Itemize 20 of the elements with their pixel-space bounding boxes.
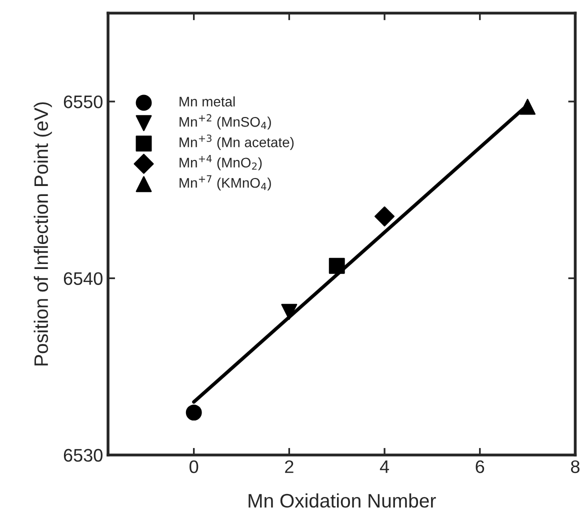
y-tick-label: 6540 bbox=[64, 272, 102, 285]
x-tick-label: 6 bbox=[476, 460, 484, 474]
y-tick-label: 6530 bbox=[64, 448, 102, 462]
x-tick-label: 4 bbox=[380, 460, 390, 473]
legend-label: Mn$^{+3}$ (Mn acetate) bbox=[180, 134, 294, 150]
y-axis-title: Position of Inflection Point (eV) bbox=[34, 102, 52, 366]
y-tick-label: 6550 bbox=[64, 95, 102, 108]
x-tick-label: 8 bbox=[571, 460, 580, 474]
point bbox=[328, 258, 345, 274]
legend-label: Mn$^{+4}$ (MnO$_{2}$) bbox=[180, 154, 262, 170]
point bbox=[374, 206, 395, 226]
point bbox=[520, 98, 536, 115]
legend-label: Mn$^{+2}$ (MnSO$_{4}$) bbox=[180, 114, 271, 130]
point bbox=[281, 304, 298, 320]
x-axis-title: Mn Oxidation Number bbox=[248, 493, 436, 508]
legend-label: Mn metal bbox=[180, 96, 235, 107]
x-tick-label: 0 bbox=[190, 460, 198, 474]
legend-label: Mn$^{+7}$ (KMnO$_{4}$) bbox=[180, 175, 271, 191]
point bbox=[186, 404, 202, 421]
x-tick-label: 2 bbox=[285, 460, 294, 473]
